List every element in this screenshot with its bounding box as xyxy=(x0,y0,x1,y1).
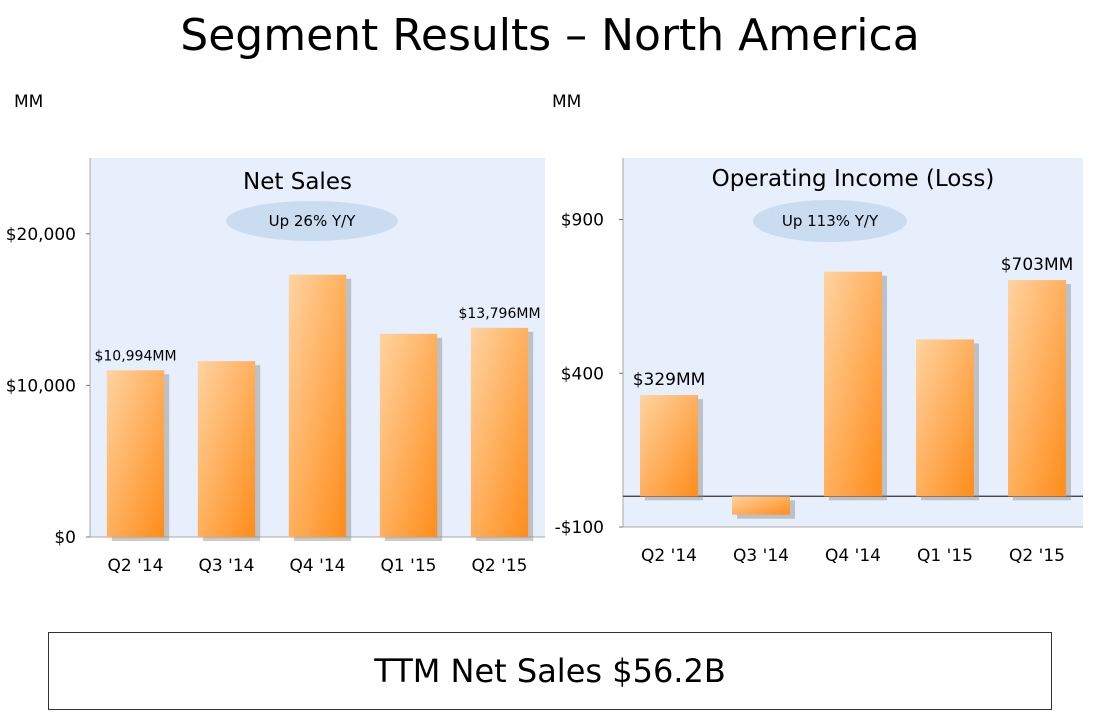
operating-income-data-label: $703MM xyxy=(1001,255,1074,275)
operating-income-category-label: Q1 '15 xyxy=(917,546,973,566)
operating-income-badge-ellipse xyxy=(753,200,907,242)
operating-income-bar xyxy=(916,339,974,497)
operating-income-bar xyxy=(732,496,790,515)
net-sales-bar xyxy=(379,333,438,537)
operating-income-tick-label: $400 xyxy=(561,364,604,384)
operating-income-badge-text: Up 113% Y/Y xyxy=(782,212,879,230)
operating-income-category-label: Q2 '14 xyxy=(641,546,697,566)
net-sales-data-label: $10,994MM xyxy=(94,348,176,364)
net-sales-bar xyxy=(106,370,165,537)
net-sales-tick-label: $0 xyxy=(54,528,76,548)
net-sales-bar xyxy=(288,274,347,537)
operating-income-unit-label: MM xyxy=(552,92,582,112)
net-sales-badge-ellipse xyxy=(226,201,398,241)
operating-income-bar xyxy=(640,395,698,497)
net-sales-badge-text: Up 26% Y/Y xyxy=(269,212,357,230)
slide-title: Segment Results – North America xyxy=(180,10,920,61)
operating-income-category-label: Q3 '14 xyxy=(733,546,789,566)
ttm-net-sales-box: TTM Net Sales $56.2B xyxy=(48,632,1052,710)
operating-income-chart: -$100 $400 $900 Operating Income (Loss) Up 1… xyxy=(555,158,1083,566)
operating-income-tick-label: -$100 xyxy=(555,518,604,538)
net-sales-bar xyxy=(470,327,529,537)
operating-income-tick-label: $900 xyxy=(561,211,604,231)
net-sales-category-label: Q3 '14 xyxy=(199,556,255,576)
operating-income-bar xyxy=(1008,280,1066,497)
net-sales-unit-label: MM xyxy=(14,92,44,112)
charts-canvas: $0 $10,000 $20,000 Net Sales Up 26% Y/Y $10,9… xyxy=(6,158,1083,576)
operating-income-bar xyxy=(824,271,882,497)
net-sales-tick-label: $10,000 xyxy=(6,376,76,396)
net-sales-category-label: Q2 '14 xyxy=(108,556,164,576)
operating-income-category-label: Q4 '14 xyxy=(825,546,881,566)
net-sales-category-label: Q2 '15 xyxy=(472,556,528,576)
operating-income-data-label: $329MM xyxy=(633,370,706,390)
net-sales-chart-title: Net Sales xyxy=(243,169,352,195)
operating-income-chart-title: Operating Income (Loss) xyxy=(712,166,995,192)
operating-income-category-label: Q2 '15 xyxy=(1009,546,1065,566)
net-sales-bar xyxy=(197,361,256,537)
net-sales-tick-label: $20,000 xyxy=(6,225,76,245)
net-sales-category-label: Q4 '14 xyxy=(290,556,346,576)
net-sales-category-label: Q1 '15 xyxy=(381,556,437,576)
net-sales-data-label: $13,796MM xyxy=(458,306,540,322)
net-sales-chart: $0 $10,000 $20,000 Net Sales Up 26% Y/Y $10,9… xyxy=(6,158,545,576)
